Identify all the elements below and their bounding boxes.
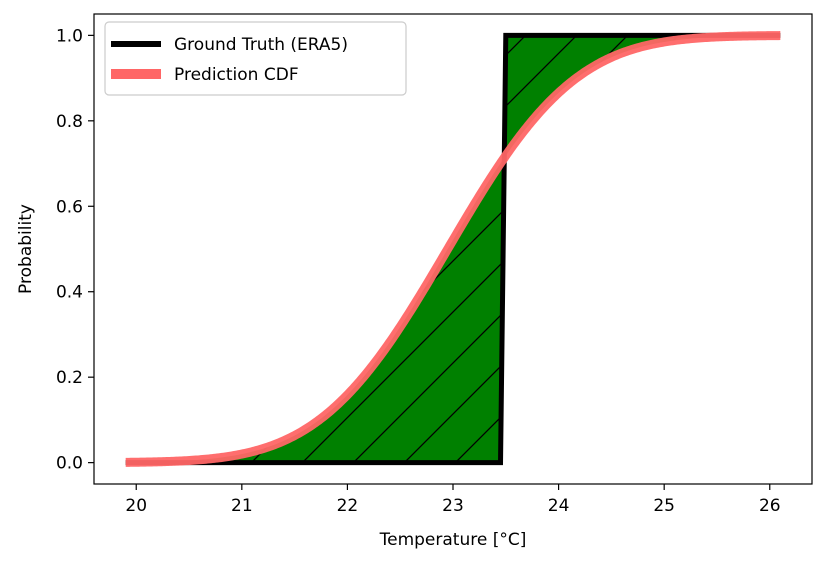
x-tick-label: 25 [653,496,675,516]
y-tick-label: 0.0 [56,454,83,474]
shaded-area [125,35,781,463]
plot-area [93,13,813,485]
x-tick-label: 20 [125,496,147,516]
y-tick-label: 1.0 [56,26,83,46]
x-tick-label: 23 [442,496,464,516]
legend-box [104,21,407,96]
y-tick-label: 0.2 [56,368,83,388]
y-axis-title: Probability [16,204,36,294]
prediction-cdf-line [125,31,781,467]
x-tick-label: 21 [231,496,253,516]
x-axis: 20 21 22 23 24 25 26 [125,484,781,516]
legend-label-prediction: Prediction CDF [174,65,299,85]
x-axis-title: Temperature [°C] [379,530,527,550]
y-tick-label: 0.4 [56,283,83,303]
x-tick-label: 22 [337,496,359,516]
x-tick-label: 24 [548,496,570,516]
x-tick-label: 26 [759,496,781,516]
legend-label-ground-truth: Ground Truth (ERA5) [174,35,348,55]
ground-truth-line [125,32,781,466]
y-tick-label: 0.6 [56,197,83,217]
y-axis: 0.0 0.2 0.4 0.6 0.8 1.0 [56,26,94,474]
y-tick-label: 0.8 [56,112,83,132]
legend: Ground Truth (ERA5) Prediction CDF [104,21,407,96]
